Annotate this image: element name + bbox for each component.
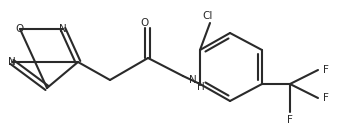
Text: F: F [323,93,329,103]
Text: F: F [287,115,293,125]
Text: N: N [59,24,67,34]
Text: N: N [189,75,197,85]
Text: O: O [16,24,24,34]
Text: N: N [8,57,16,67]
Text: H: H [197,82,205,92]
Text: O: O [141,18,149,28]
Text: Cl: Cl [203,11,213,21]
Text: F: F [323,65,329,75]
